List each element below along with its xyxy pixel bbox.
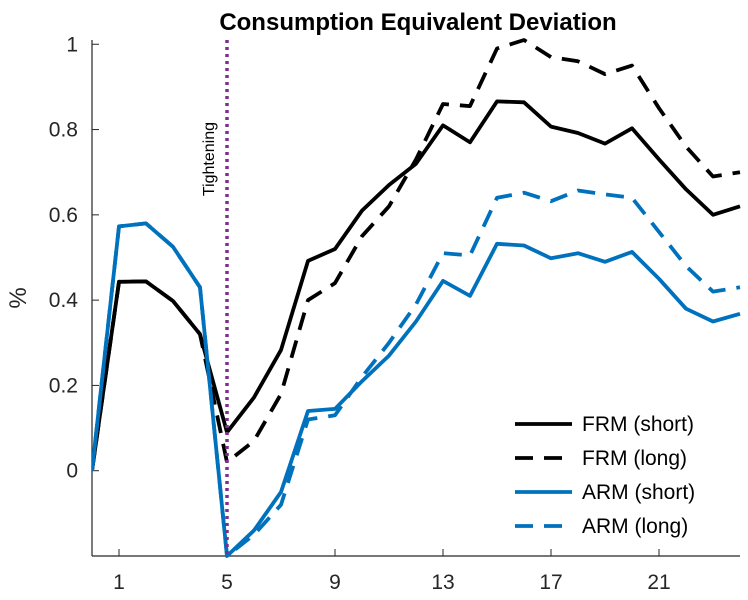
y-axis-label: %	[5, 287, 32, 308]
y-tick-label: 0.6	[49, 204, 78, 227]
x-tick-label: 17	[539, 571, 562, 594]
y-tick-label: 0	[66, 460, 78, 483]
legend-label: ARM (short)	[582, 481, 695, 504]
series-line-frm-long	[92, 38, 741, 471]
tightening-label: Tightening	[201, 122, 218, 196]
y-tick-label: 0.8	[49, 119, 78, 142]
legend-label: ARM (long)	[582, 515, 688, 538]
x-tick-label: 21	[647, 571, 670, 594]
x-tick-label: 1	[113, 571, 125, 594]
series-line-arm-short	[92, 221, 741, 558]
legend-label: FRM (short)	[582, 413, 694, 436]
y-tick-label: 0.2	[49, 374, 78, 397]
x-tick-label: 9	[329, 571, 341, 594]
y-tick-label: 0.4	[49, 289, 79, 312]
series-line-arm-long	[92, 188, 741, 558]
x-tick-label: 13	[431, 571, 454, 594]
legend-label: FRM (long)	[582, 447, 687, 470]
plot-area: 0 0.2 0.4 0.6 0.8 1 1 5 9 13 17 21 Tightening FRM (sh…	[49, 33, 741, 594]
y-tick-label: 1	[66, 33, 78, 56]
x-tick-label: 5	[221, 571, 233, 594]
chart-title: Consumption Equivalent Deviation	[219, 9, 616, 36]
